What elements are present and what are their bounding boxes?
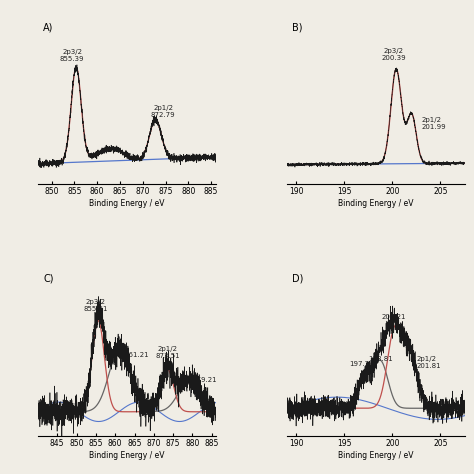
Text: 200.21: 200.21 [381, 314, 406, 320]
X-axis label: Binding Energy / eV: Binding Energy / eV [338, 451, 413, 460]
Text: 879.21: 879.21 [192, 377, 217, 383]
Text: A): A) [43, 22, 54, 32]
Text: 2p3/2
855.61: 2p3/2 855.61 [83, 299, 108, 311]
Text: 861.21: 861.21 [125, 352, 149, 358]
Text: 2p1/2
872.79: 2p1/2 872.79 [151, 105, 175, 118]
Text: B): B) [292, 22, 302, 32]
Text: 198.81: 198.81 [369, 356, 393, 362]
Text: D): D) [292, 274, 303, 284]
Text: 2p3/2
200.39: 2p3/2 200.39 [381, 47, 406, 61]
Text: 2p1/2
873.51: 2p1/2 873.51 [155, 346, 180, 359]
X-axis label: Binding Energy / eV: Binding Energy / eV [89, 451, 164, 460]
Text: 2p1/2
201.81: 2p1/2 201.81 [417, 356, 441, 369]
Text: C): C) [43, 274, 54, 284]
Text: 2p1/2
201.99: 2p1/2 201.99 [421, 117, 446, 130]
Text: 2p3/2
855.39: 2p3/2 855.39 [60, 48, 84, 62]
X-axis label: Binding Energy / eV: Binding Energy / eV [89, 199, 164, 208]
Text: 197.21: 197.21 [349, 361, 374, 367]
X-axis label: Binding Energy / eV: Binding Energy / eV [338, 199, 413, 208]
